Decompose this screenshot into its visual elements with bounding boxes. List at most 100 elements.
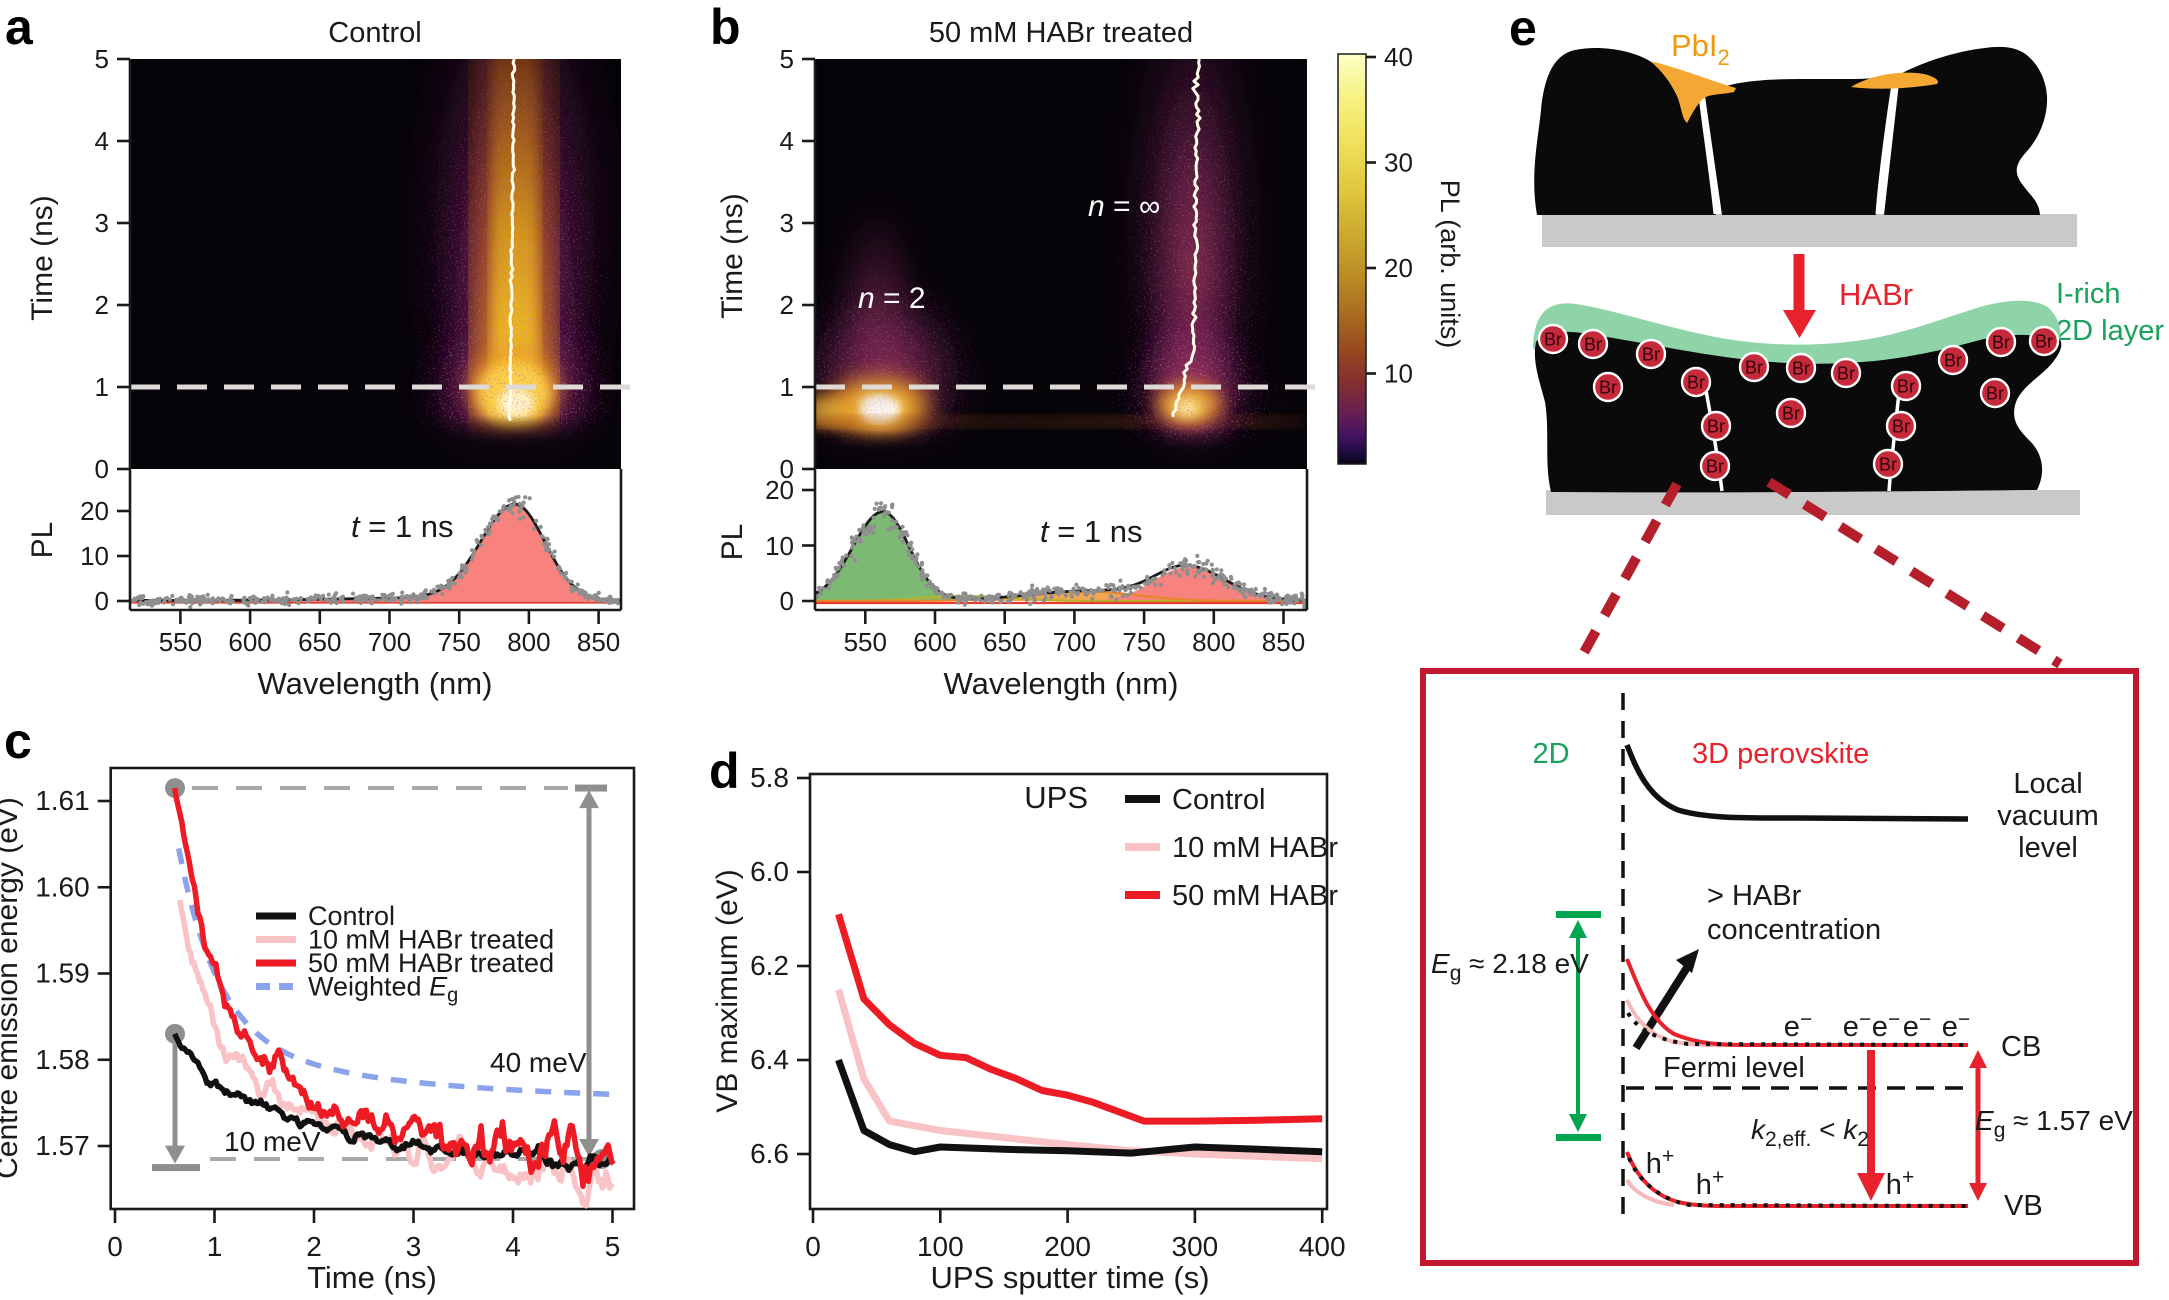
svg-text:Br: Br	[1706, 457, 1724, 477]
svg-text:Br: Br	[1782, 404, 1800, 424]
svg-text:e: e	[1509, 0, 1537, 56]
svg-text:40 meV: 40 meV	[490, 1047, 587, 1078]
svg-text:Fermi level: Fermi level	[1663, 1052, 1805, 1084]
svg-text:4: 4	[780, 126, 794, 156]
svg-text:700: 700	[368, 627, 411, 657]
svg-text:2: 2	[95, 290, 109, 320]
svg-text:1.61: 1.61	[35, 785, 90, 816]
svg-text:PL: PL	[26, 522, 59, 559]
svg-text:10: 10	[765, 531, 794, 561]
svg-text:b: b	[710, 0, 741, 55]
svg-text:2D layer: 2D layer	[2056, 315, 2164, 347]
svg-text:Br: Br	[1745, 358, 1763, 378]
svg-text:20: 20	[765, 475, 794, 505]
svg-text:Br: Br	[1707, 417, 1725, 437]
svg-text:10 meV: 10 meV	[224, 1126, 321, 1157]
svg-text:850: 850	[1262, 627, 1305, 657]
svg-text:2D: 2D	[1532, 738, 1569, 770]
svg-text:50 mM HABr treated: 50 mM HABr treated	[929, 17, 1193, 49]
svg-text:1.59: 1.59	[35, 958, 90, 989]
svg-text:0: 0	[780, 586, 794, 616]
svg-text:d: d	[709, 743, 740, 799]
svg-text:Control: Control	[1172, 784, 1266, 816]
svg-text:100: 100	[917, 1231, 964, 1262]
svg-text:Br: Br	[1892, 417, 1910, 437]
svg-text:n = 2: n = 2	[858, 282, 926, 315]
svg-text:Br: Br	[1544, 330, 1562, 350]
svg-text:5: 5	[780, 44, 794, 74]
svg-text:vacuum: vacuum	[1997, 800, 2099, 832]
svg-text:6.2: 6.2	[750, 950, 789, 981]
svg-text:Br: Br	[1992, 333, 2010, 353]
svg-text:20: 20	[1384, 253, 1413, 283]
svg-text:Eg ≈ 1.57 eV: Eg ≈ 1.57 eV	[1975, 1105, 2133, 1142]
svg-text:3: 3	[780, 208, 794, 238]
svg-text:1: 1	[780, 372, 794, 402]
svg-text:3: 3	[406, 1231, 422, 1262]
svg-text:Time (ns): Time (ns)	[716, 193, 749, 319]
svg-text:Time (ns): Time (ns)	[26, 195, 59, 321]
svg-text:10: 10	[80, 541, 109, 571]
svg-text:5: 5	[605, 1231, 621, 1262]
svg-text:0: 0	[107, 1231, 123, 1262]
svg-text:PL (arb. units): PL (arb. units)	[1435, 180, 1465, 349]
svg-text:Wavelength (nm): Wavelength (nm)	[944, 666, 1179, 701]
svg-text:level: level	[2018, 832, 2078, 864]
svg-text:700: 700	[1053, 627, 1096, 657]
svg-text:HABr: HABr	[1839, 277, 1913, 312]
svg-text:300: 300	[1172, 1231, 1219, 1262]
svg-text:I-rich: I-rich	[2056, 278, 2120, 310]
svg-text:750: 750	[438, 627, 481, 657]
svg-text:UPS sputter time (s): UPS sputter time (s)	[930, 1260, 1209, 1295]
svg-text:CB: CB	[2001, 1031, 2041, 1063]
svg-text:50 mM HABr: 50 mM HABr	[1172, 880, 1338, 912]
svg-text:k2,eff. < k2: k2,eff. < k2	[1751, 1114, 1869, 1151]
svg-text:Control: Control	[308, 901, 395, 931]
svg-text:1.57: 1.57	[35, 1130, 90, 1161]
svg-text:850: 850	[577, 627, 620, 657]
svg-text:Time (ns): Time (ns)	[307, 1260, 437, 1295]
svg-text:30: 30	[1384, 148, 1413, 178]
svg-text:2: 2	[306, 1231, 322, 1262]
svg-text:1: 1	[207, 1231, 223, 1262]
svg-text:Br: Br	[1986, 384, 2004, 404]
svg-text:Br: Br	[1944, 351, 1962, 371]
svg-text:0: 0	[95, 454, 109, 484]
svg-text:4: 4	[505, 1231, 521, 1262]
svg-text:5: 5	[95, 44, 109, 74]
svg-text:1.58: 1.58	[35, 1044, 90, 1075]
svg-text:800: 800	[1192, 627, 1235, 657]
svg-text:0: 0	[780, 454, 794, 484]
svg-text:800: 800	[507, 627, 550, 657]
svg-text:VB maximum (eV): VB maximum (eV)	[711, 869, 744, 1112]
svg-text:650: 650	[298, 627, 341, 657]
svg-text:Wavelength (nm): Wavelength (nm)	[258, 666, 493, 701]
svg-text:40: 40	[1384, 42, 1413, 72]
svg-text:3D perovskite: 3D perovskite	[1692, 738, 1869, 770]
svg-text:VB: VB	[2004, 1190, 2043, 1222]
svg-text:c: c	[4, 713, 32, 769]
svg-text:Br: Br	[2035, 332, 2053, 352]
svg-text:Local: Local	[2013, 768, 2082, 800]
svg-text:Br: Br	[1897, 377, 1915, 397]
svg-text:20: 20	[80, 496, 109, 526]
svg-text:PL: PL	[716, 524, 749, 561]
svg-text:Centre emission energy (eV): Centre emission energy (eV)	[0, 797, 24, 1179]
svg-text:50 mM HABr treated: 50 mM HABr treated	[308, 948, 554, 978]
svg-text:t = 1 ns: t = 1 ns	[1040, 514, 1143, 549]
svg-text:Br: Br	[1687, 373, 1705, 393]
svg-text:0: 0	[95, 586, 109, 616]
svg-text:2: 2	[780, 290, 794, 320]
svg-text:Br: Br	[1599, 378, 1617, 398]
svg-text:400: 400	[1299, 1231, 1346, 1262]
svg-text:600: 600	[228, 627, 271, 657]
svg-text:0: 0	[805, 1231, 821, 1262]
svg-text:Control: Control	[328, 17, 422, 49]
svg-text:750: 750	[1122, 627, 1165, 657]
svg-text:550: 550	[844, 627, 887, 657]
svg-text:600: 600	[913, 627, 956, 657]
svg-text:Br: Br	[1642, 345, 1660, 365]
svg-text:6.0: 6.0	[750, 856, 789, 887]
svg-text:6.4: 6.4	[750, 1044, 789, 1075]
svg-text:Br: Br	[1584, 335, 1602, 355]
